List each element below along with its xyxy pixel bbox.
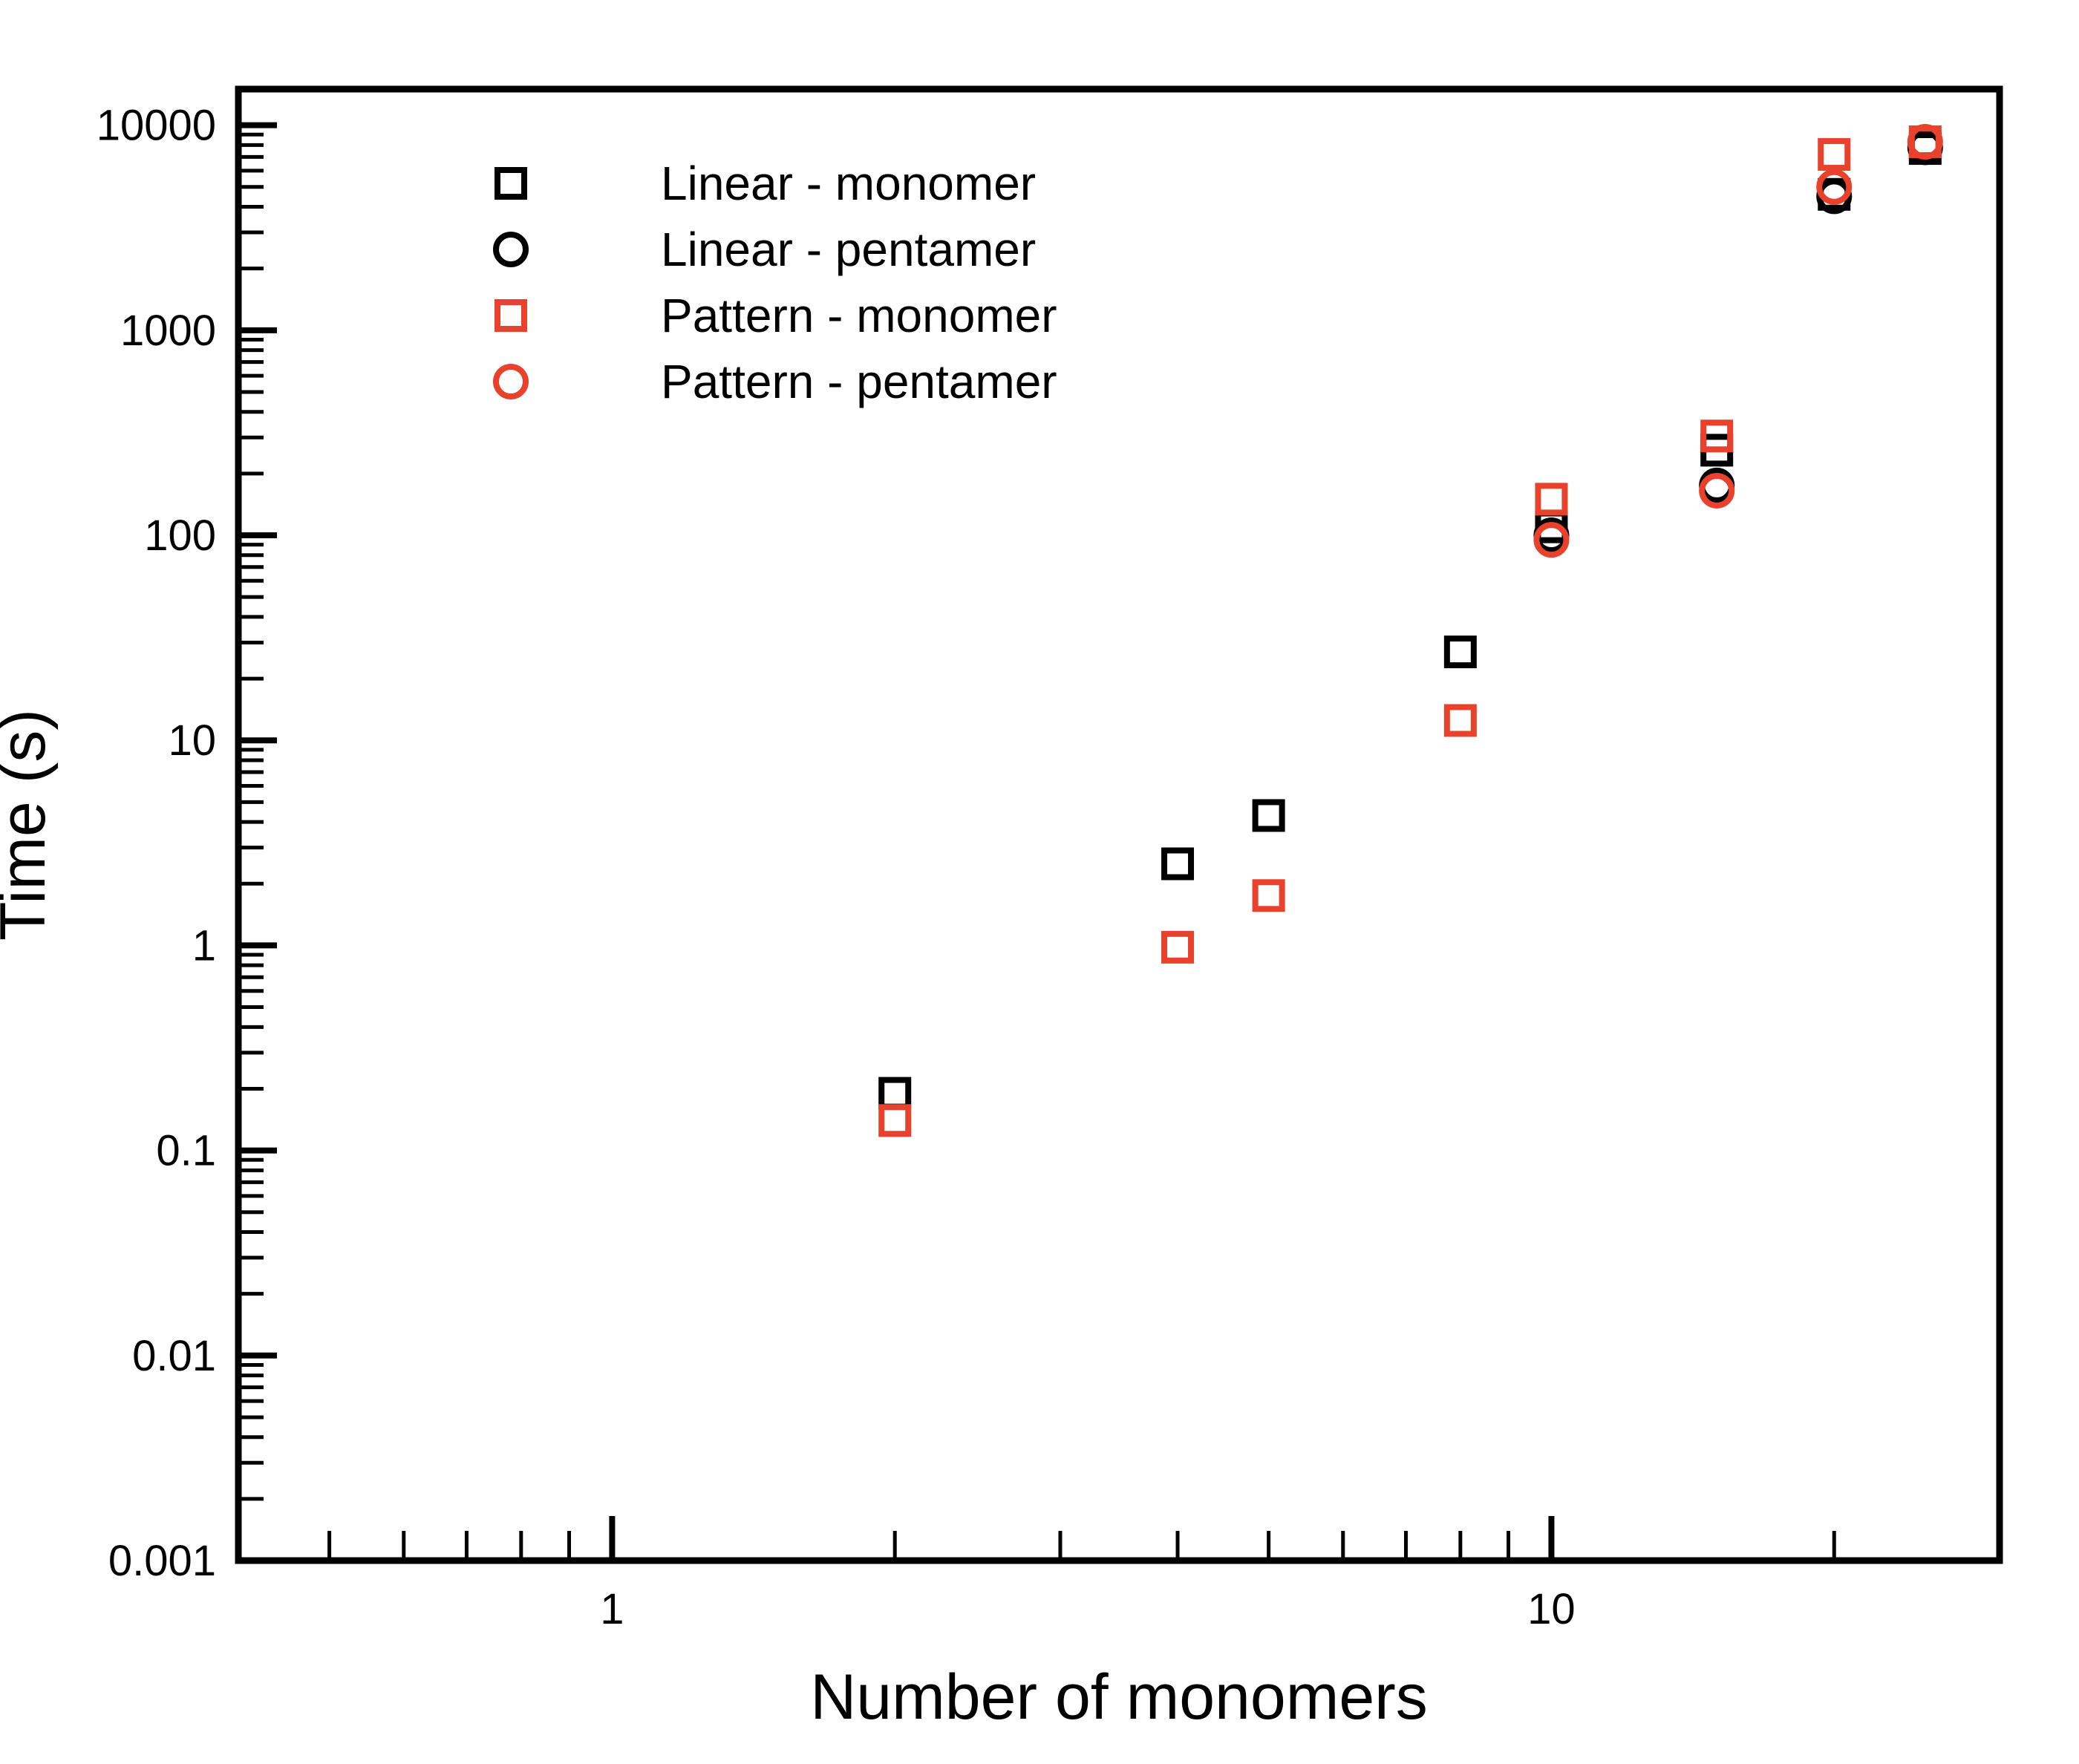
legend-item: Linear - monomer [495, 157, 1036, 210]
data-point [1161, 847, 1195, 881]
series-pattern-pentamer [1533, 123, 1943, 558]
y-tick-label: 10000 [97, 102, 216, 150]
data-point [1161, 930, 1195, 964]
legend: Linear - monomer Linear - pentamer Pattern… [493, 157, 1057, 408]
x-tick-label: 10 [1527, 1585, 1576, 1633]
y-axis-title: Time (s) [0, 709, 59, 941]
data-point [1252, 879, 1285, 912]
series-linear-pentamer [1533, 129, 1943, 554]
data-point [1907, 123, 1943, 160]
data-point [1816, 169, 1853, 205]
y-tick-label: 0.001 [108, 1537, 216, 1585]
y-tick-label: 0.01 [132, 1332, 216, 1380]
y-tick-label: 1000 [120, 307, 216, 355]
data-point [1818, 138, 1851, 172]
y-tick-label: 1 [192, 921, 216, 970]
data-point [1252, 799, 1285, 832]
y-tick-label: 0.1 [156, 1127, 216, 1175]
legend-item: Pattern - pentamer [493, 355, 1057, 408]
data-point [1700, 419, 1734, 453]
series-linear-monomer [878, 131, 1942, 1110]
axis-ticks [236, 122, 2002, 1564]
legend-marker [493, 232, 529, 267]
data-point [878, 1104, 912, 1137]
axis-tick-labels: 0.001 0.01 0.1 1 10 100 1000 10000 1 10 [97, 102, 1576, 1633]
y-tick-label: 100 [144, 512, 216, 560]
data-points [878, 123, 1943, 1137]
x-tick-label: 1 [600, 1585, 624, 1633]
legend-marker [493, 364, 529, 399]
legend-label: Linear - pentamer [661, 223, 1036, 276]
data-point [1699, 472, 1735, 509]
data-point [1443, 636, 1477, 669]
plot-frame [235, 85, 2003, 1564]
legend-marker [495, 299, 527, 332]
legend-label: Pattern - monomer [661, 289, 1057, 342]
legend-marker [495, 167, 527, 200]
data-point [1533, 522, 1570, 558]
legend-label: Linear - monomer [661, 157, 1036, 210]
x-axis-title: Number of monomers [810, 1662, 1428, 1733]
data-point [1535, 483, 1568, 516]
legend-item: Linear - pentamer [493, 223, 1036, 276]
legend-label: Pattern - pentamer [661, 355, 1057, 408]
y-tick-label: 10 [168, 716, 216, 765]
legend-item: Pattern - monomer [495, 289, 1057, 342]
series-pattern-monomer [878, 125, 1942, 1137]
data-point [878, 1077, 912, 1110]
data-point [1443, 704, 1477, 737]
